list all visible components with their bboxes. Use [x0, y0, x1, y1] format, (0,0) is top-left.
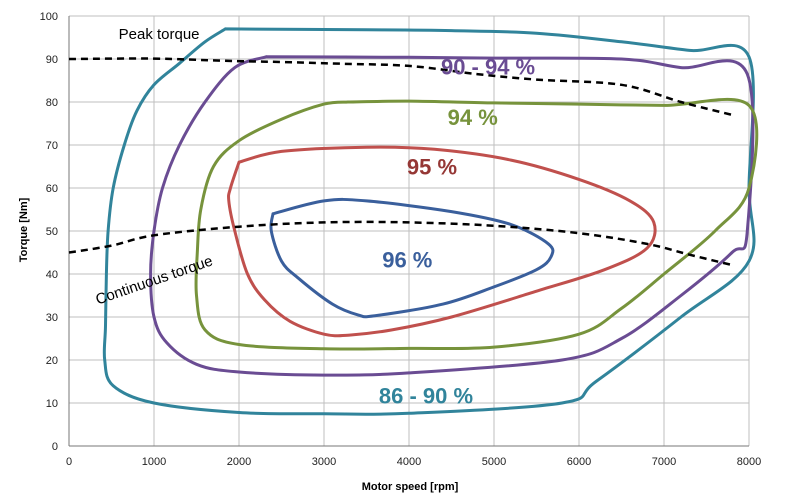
- annotation-label: 90 - 94 %: [441, 54, 535, 79]
- x-tick-label: 5000: [482, 456, 506, 468]
- y-tick-label: 50: [46, 226, 58, 238]
- y-axis-title: Torque [Nm]: [18, 197, 30, 262]
- y-tick-label: 60: [46, 183, 58, 195]
- annotation-label: 96 %: [382, 248, 432, 273]
- efficiency-contour-90-94: [149, 55, 755, 377]
- axes: [68, 16, 749, 447]
- x-tick-label: 4000: [397, 456, 421, 468]
- series-lines: [68, 27, 759, 416]
- efficiency-contour-86-90: [102, 27, 756, 416]
- y-tick-label: 90: [46, 54, 58, 66]
- x-tick-label: 8000: [737, 456, 761, 468]
- annotation-label: Peak torque: [119, 26, 200, 43]
- envelope-line-peak-torque: [68, 57, 733, 117]
- x-axis-title: Motor speed [rpm]: [362, 481, 459, 493]
- x-tick-label: 7000: [652, 456, 676, 468]
- annotation-label: 95 %: [407, 155, 457, 180]
- x-tick-label: 1000: [142, 456, 166, 468]
- envelope-line-continuous-torque: [68, 220, 733, 267]
- x-tick-label: 2000: [227, 456, 251, 468]
- x-tick-label: 6000: [567, 456, 591, 468]
- y-tick-label: 100: [40, 11, 58, 23]
- x-tick-label: 3000: [312, 456, 336, 468]
- y-tick-label: 40: [46, 269, 58, 281]
- x-tick-labels: 0 1000 2000 3000 4000 5000 6000 7000 8000: [66, 456, 761, 468]
- y-tick-label: 20: [46, 355, 58, 367]
- efficiency-contour-96: [269, 197, 555, 319]
- y-tick-label: 30: [46, 312, 58, 324]
- annotation-label: 86 - 90 %: [379, 383, 473, 408]
- x-tick-label: 0: [66, 456, 72, 468]
- efficiency-contour-95: [227, 145, 657, 338]
- y-tick-label: 80: [46, 97, 58, 109]
- y-tick-labels: 0 10 20 30 40 50 60 70 80 90 100: [40, 11, 58, 453]
- annotation-label: 94 %: [448, 105, 498, 130]
- y-tick-label: 0: [52, 441, 58, 453]
- grid-lines: [69, 15, 750, 446]
- y-tick-label: 10: [46, 398, 58, 410]
- efficiency-contour-94: [194, 97, 759, 351]
- y-tick-label: 70: [46, 140, 58, 152]
